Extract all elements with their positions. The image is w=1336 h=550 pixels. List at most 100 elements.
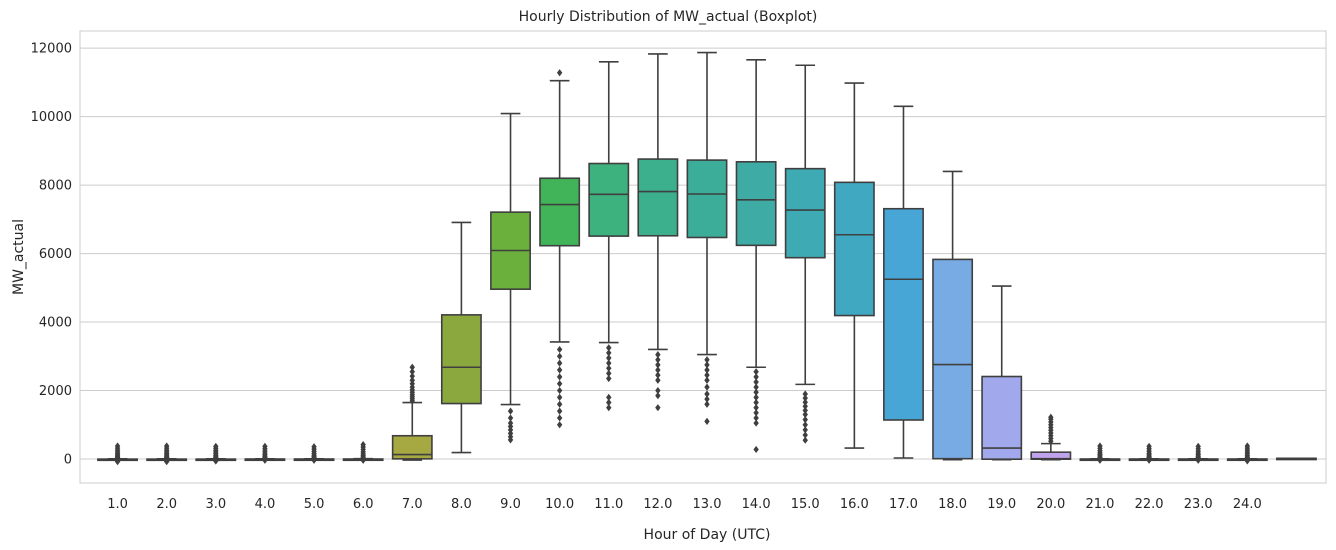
outlier-point [802, 436, 808, 444]
outlier-point [704, 356, 710, 364]
x-tick-label: 4.0 [255, 497, 276, 512]
box [391, 434, 433, 460]
outlier-point [802, 416, 808, 424]
outlier-point [556, 421, 563, 429]
outlier-point [704, 390, 710, 398]
outlier-point [409, 368, 415, 376]
outlier-point [802, 431, 808, 439]
box-group [539, 69, 581, 429]
outlier-point [556, 366, 563, 374]
y-axis-label: MW_actual [11, 219, 27, 295]
x-tick-label: 20.0 [1036, 497, 1065, 512]
box-group [391, 363, 433, 461]
outlier-point [704, 366, 710, 374]
box-group [1177, 442, 1219, 464]
outlier-point [655, 366, 661, 374]
outlier-point [802, 398, 808, 406]
outlier-point [606, 374, 612, 383]
box-group [735, 58, 777, 454]
box-group [1275, 457, 1317, 461]
x-tick-label: 3.0 [205, 497, 226, 512]
x-tick-label: 23.0 [1184, 497, 1213, 512]
outlier-point [606, 398, 612, 407]
outlier-point [606, 344, 612, 352]
outlier-point [507, 414, 514, 422]
box-group [1226, 442, 1268, 465]
outlier-point [163, 457, 170, 466]
x-tick-label: 22.0 [1135, 497, 1164, 512]
outlier-point [655, 350, 661, 359]
outlier-point [606, 354, 612, 362]
box-group [244, 442, 286, 464]
outlier-point [802, 390, 808, 398]
chart-title: Hourly Distribution of MW_actual (Boxplo… [519, 9, 818, 25]
y-tick-label: 12000 [31, 42, 72, 57]
outlier-point [556, 414, 563, 422]
outlier-point [802, 402, 808, 410]
box [539, 177, 581, 247]
x-tick-label: 18.0 [938, 497, 967, 512]
y-tick-label: 8000 [39, 179, 72, 194]
outlier-point [655, 356, 661, 364]
box-group [883, 105, 924, 459]
outlier-point [753, 393, 759, 401]
x-tick-label: 10.0 [545, 497, 574, 512]
box-group [637, 53, 679, 412]
outlier-point [753, 445, 759, 454]
outlier-point [802, 394, 808, 402]
outlier-point [655, 376, 661, 384]
y-tick-label: 2000 [39, 384, 72, 399]
x-tick-label: 1.0 [107, 497, 128, 512]
box [686, 159, 728, 239]
outlier-point [802, 406, 808, 415]
outlier-point [311, 456, 317, 464]
outlier-point [262, 456, 268, 464]
y-tick-label: 4000 [39, 316, 72, 331]
box [932, 258, 974, 460]
box [440, 314, 482, 405]
outlier-point [802, 410, 808, 419]
x-tick-label: 17.0 [889, 497, 918, 512]
outlier-point [556, 380, 563, 388]
box-group [1128, 442, 1170, 464]
outlier-point [802, 421, 808, 429]
box [883, 207, 924, 421]
y-tick-label: 0 [64, 453, 72, 468]
x-tick-label: 12.0 [643, 497, 672, 512]
x-axis-label: Hour of Day (UTC) [644, 527, 771, 543]
outlier-point [1195, 456, 1201, 464]
y-tick-label: 10000 [31, 110, 72, 125]
box-group [588, 61, 630, 412]
box [981, 375, 1023, 461]
outlier-point [114, 457, 121, 466]
x-tick-label: 2.0 [156, 497, 177, 512]
outlier-point [606, 359, 612, 367]
outlier-point [704, 376, 710, 384]
outlier-point [213, 457, 219, 465]
x-tick-label: 19.0 [987, 497, 1016, 512]
box-group [293, 443, 335, 464]
outlier-point [655, 386, 661, 395]
box-group [784, 64, 826, 444]
box [588, 162, 630, 237]
x-tick-label: 15.0 [791, 497, 820, 512]
x-tick-label: 8.0 [451, 497, 472, 512]
outlier-point [606, 393, 612, 401]
outlier-point [704, 361, 710, 369]
outlier-point [606, 364, 612, 372]
outlier-point [409, 363, 415, 371]
x-tick-label: 24.0 [1233, 497, 1262, 512]
outlier-point [753, 373, 759, 381]
outlier-point [1146, 456, 1152, 464]
outlier-point [753, 378, 759, 386]
outlier-point [753, 398, 759, 407]
x-tick-label: 13.0 [693, 497, 722, 512]
outlier-point [753, 383, 759, 391]
outlier-point [1097, 456, 1103, 464]
x-tick-label: 7.0 [402, 497, 423, 512]
outlier-point [507, 436, 514, 444]
outlier-point [704, 417, 710, 425]
outlier-point [606, 404, 612, 412]
outlier-point [556, 373, 563, 381]
